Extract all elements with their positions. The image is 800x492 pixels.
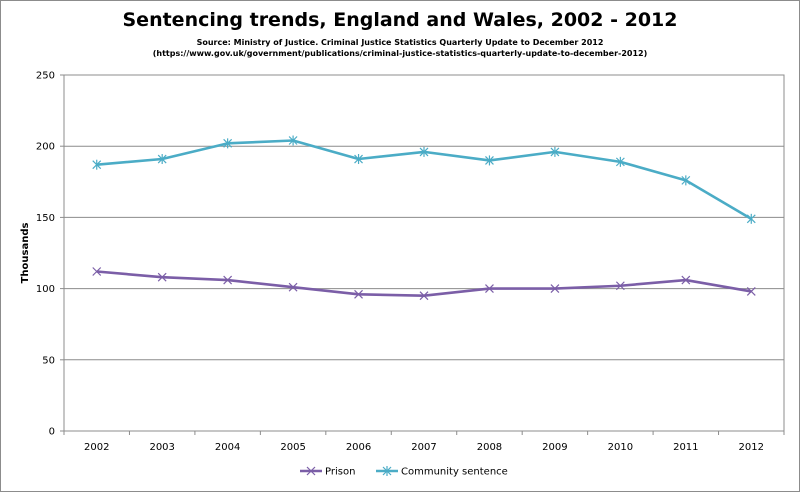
data-point: [223, 275, 233, 285]
y-tick-label: 50: [42, 355, 55, 366]
y-axis-label: Thousands: [20, 223, 31, 284]
x-tick-label: 2003: [149, 442, 174, 453]
data-point: [746, 287, 756, 296]
data-point: [681, 275, 691, 285]
x-tick-label: 2006: [346, 442, 371, 453]
x-tick-label: 2005: [280, 442, 305, 453]
data-point: [419, 146, 429, 157]
legend-community-sentence: Community sentence: [401, 467, 508, 478]
y-tick-label: 100: [36, 284, 55, 295]
plot-area: [63, 74, 785, 432]
chart-title: Sentencing trends, England and Wales, 20…: [122, 9, 678, 31]
x-tick-label: 2011: [673, 442, 698, 453]
data-point: [288, 282, 298, 292]
x-tick-label: 2004: [215, 442, 240, 453]
data-point: [615, 281, 625, 291]
chart-source-line: Source: Ministry of Justice. Criminal Ju…: [196, 38, 604, 47]
legend-marker: [306, 466, 316, 476]
data-point: [92, 267, 102, 276]
data-point: [419, 291, 429, 301]
data-point: [681, 175, 691, 186]
data-point: [485, 155, 494, 166]
x-tick-label: 2007: [411, 442, 436, 453]
series-line-prison: [96, 270, 752, 298]
data-point: [157, 154, 167, 165]
chart-source-url: (https://www.gov.uk/government/publicati…: [152, 49, 648, 58]
data-point: [550, 146, 560, 157]
data-point: [157, 272, 167, 282]
legend-prison: Prison: [325, 467, 355, 478]
data-point: [485, 284, 494, 294]
x-tick-label: 2008: [477, 442, 502, 453]
x-tick-label: 2010: [608, 442, 633, 453]
data-point: [92, 159, 102, 170]
y-tick-label: 0: [49, 427, 55, 438]
data-point: [288, 135, 298, 146]
x-tick-label: 2002: [84, 442, 109, 453]
data-point: [746, 213, 756, 224]
data-point: [354, 289, 363, 299]
y-tick-label: 250: [36, 71, 55, 82]
data-point: [550, 284, 560, 294]
x-tick-label: 2012: [739, 442, 764, 453]
y-tick-label: 200: [36, 142, 55, 153]
y-tick-label: 150: [36, 213, 55, 224]
data-point: [615, 156, 625, 167]
legend-marker: [382, 466, 392, 476]
x-tick-label: 2009: [542, 442, 567, 453]
data-point: [354, 154, 363, 165]
data-point: [223, 138, 233, 149]
